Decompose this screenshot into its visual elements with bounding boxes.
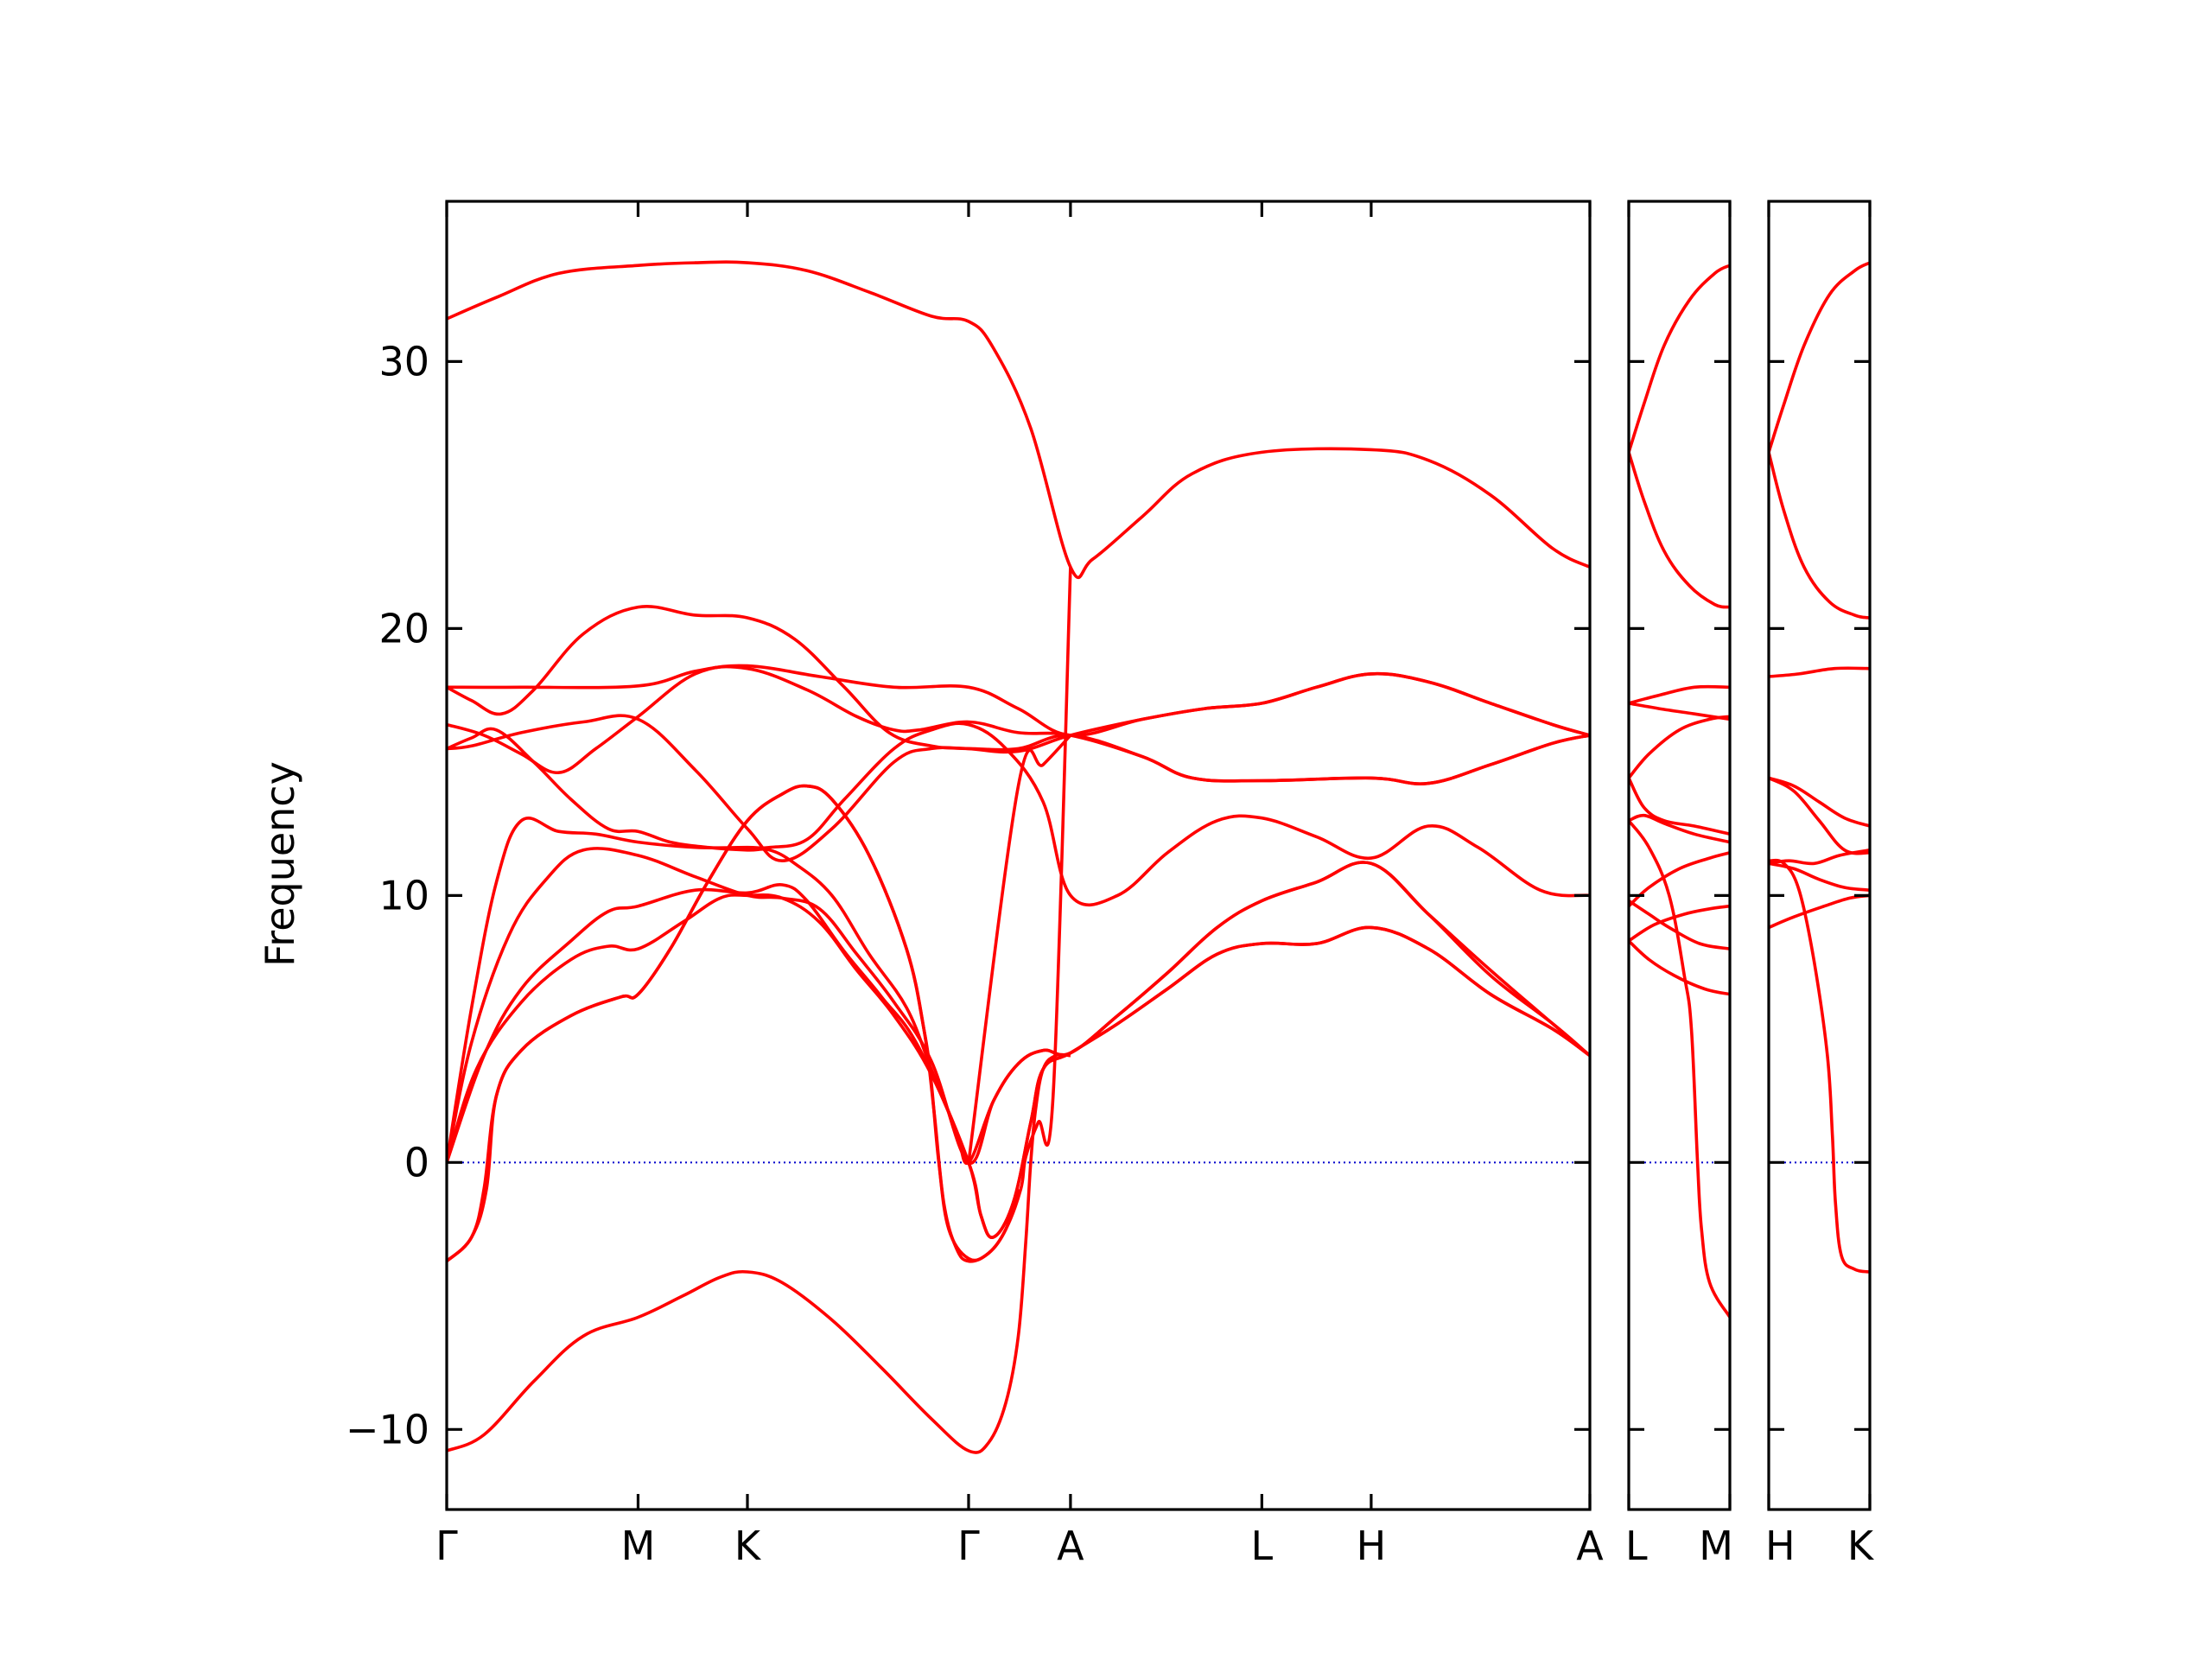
band-line — [447, 664, 1590, 785]
band-line — [1769, 861, 1870, 892]
y-axis-label: Frequency — [257, 761, 303, 967]
band-line — [1769, 451, 1870, 620]
x-tick-label: Γ — [957, 1522, 980, 1569]
y-tick-label: 20 — [378, 605, 429, 652]
panel-frame — [445, 200, 1592, 1511]
band-line — [967, 734, 1072, 1163]
panel-main: −10 0 10 20 30 Γ M K Γ A L H A — [346, 200, 1604, 1569]
y-tick-label: −10 — [346, 1406, 429, 1452]
band-group — [1769, 261, 1870, 1274]
band-line — [447, 664, 1590, 737]
band-line — [1629, 819, 1730, 1319]
panel-frame — [1767, 200, 1872, 1511]
band-line — [1629, 684, 1730, 705]
band-line — [447, 893, 1590, 1239]
band-group — [447, 260, 1590, 1454]
band-line — [447, 605, 1590, 754]
band-line — [1769, 776, 1870, 855]
band-line — [1769, 261, 1870, 453]
band-line — [1769, 893, 1870, 930]
y-tick-label: 10 — [378, 872, 429, 918]
band-line — [1629, 813, 1730, 844]
x-tick-label: K — [1847, 1522, 1875, 1569]
y-tick-label: 0 — [404, 1139, 429, 1185]
panel-frame — [1627, 200, 1732, 1511]
band-line — [447, 1052, 1071, 1454]
band-line — [1629, 939, 1730, 996]
x-tick-label: H — [1357, 1522, 1387, 1569]
band-line — [1769, 666, 1870, 678]
band-line — [447, 260, 1590, 580]
band-line — [1629, 904, 1730, 943]
x-tick-label: L — [1625, 1522, 1648, 1569]
band-line — [447, 847, 1590, 1165]
x-tick-label: A — [1057, 1522, 1084, 1569]
x-tick-label: M — [621, 1522, 656, 1569]
x-tick-label: H — [1765, 1522, 1796, 1569]
band-line — [1629, 851, 1730, 908]
band-group — [1629, 264, 1730, 1319]
x-tick-label: L — [1251, 1522, 1274, 1569]
band-line — [1629, 777, 1730, 836]
band-line — [1629, 451, 1730, 609]
band-line — [1769, 858, 1870, 1274]
band-line — [447, 721, 1590, 1163]
y-tick-label: 30 — [378, 338, 429, 385]
band-line — [1629, 264, 1730, 453]
band-line — [447, 784, 1020, 1263]
x-tick-label: M — [1699, 1522, 1733, 1569]
band-line — [1629, 899, 1730, 950]
x-tick-label: K — [734, 1522, 762, 1569]
band-line — [1629, 715, 1730, 779]
x-tick-label: A — [1576, 1522, 1604, 1569]
x-tick-label: Γ — [435, 1522, 458, 1569]
band-line — [1769, 776, 1870, 828]
